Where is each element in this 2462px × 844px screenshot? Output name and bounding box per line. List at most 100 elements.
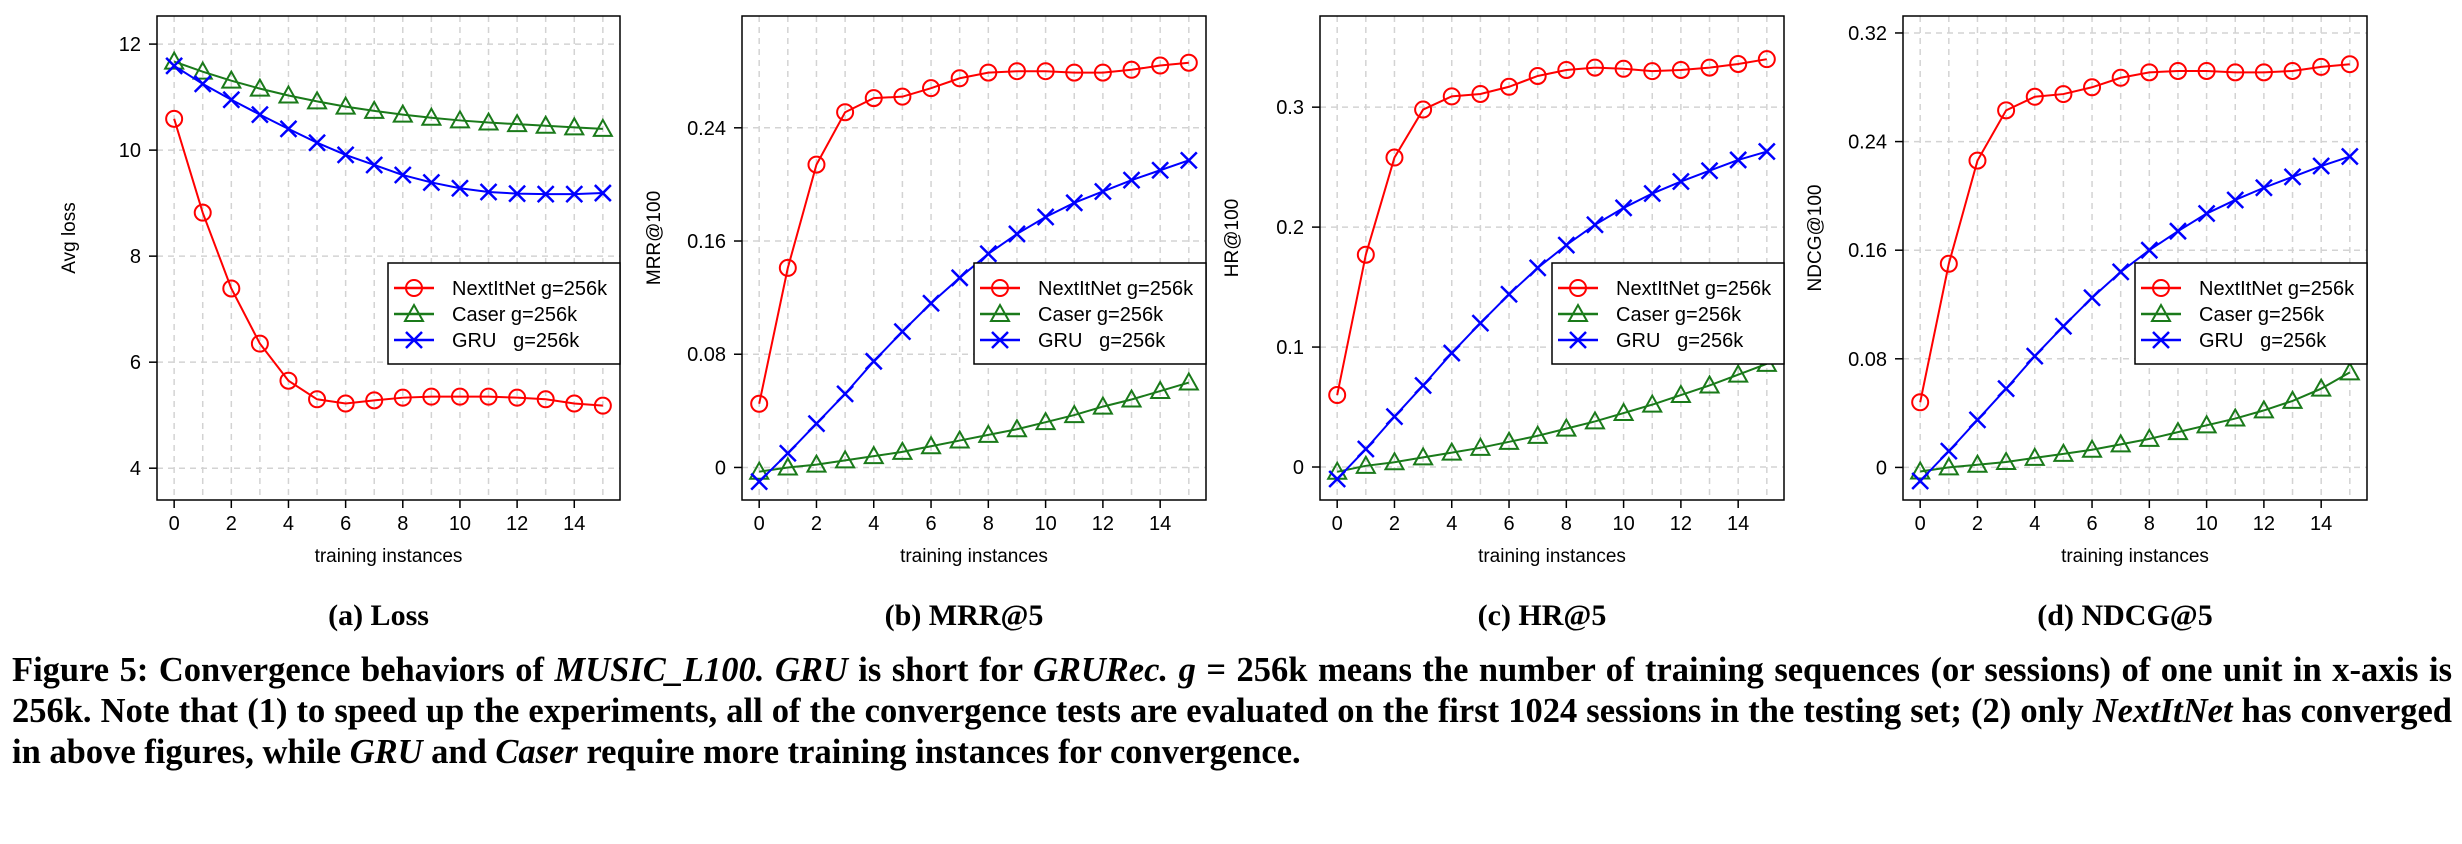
data-point-caser: [1120, 388, 1143, 408]
series-line-caser: [759, 381, 1190, 473]
x-tick-label: 14: [1727, 513, 1749, 535]
data-point-nextitnet: [1557, 60, 1576, 79]
data-point-nextitnet: [1179, 53, 1198, 72]
data-point-gru: [1356, 440, 1375, 458]
data-point-caser: [1727, 363, 1749, 383]
x-tick-label: 2: [1972, 513, 1983, 535]
data-point-gru: [1036, 208, 1055, 226]
chart-panel-d: 0 0.08 0.16 0.24 0.32 0 2 4 6 8 10 12 14 training ins…: [1805, 15, 2368, 632]
data-point-nextitnet: [2312, 57, 2331, 76]
x-tick-label: 0: [754, 513, 765, 535]
x-tick-label: 8: [1561, 513, 1572, 535]
data-point-gru: [1586, 215, 1604, 234]
data-point-gru: [2340, 147, 2359, 166]
data-point-nextitnet: [1328, 386, 1347, 405]
data-point-nextitnet: [450, 387, 469, 406]
data-point-gru: [2169, 222, 2187, 241]
data-point-caser: [1412, 446, 1434, 466]
legend-marker-gru: [2152, 331, 2170, 349]
data-point-nextitnet: [1122, 60, 1141, 79]
x-axis-title: training instances: [1478, 546, 1626, 567]
y-axis-title: HR@100: [1222, 199, 1243, 277]
data-point-nextitnet: [1065, 63, 1084, 82]
data-point-gru: [778, 444, 797, 463]
y-tick-label: 0.08: [1848, 349, 1887, 371]
data-point-gru: [251, 105, 269, 124]
data-point-nextitnet: [422, 387, 441, 406]
figure-charts: 4 6 8 10 12 0 2 4 6 8 10 12 14 training instances Avg …: [59, 15, 2368, 632]
data-point-caser: [1584, 410, 1606, 430]
data-point-caser: [1612, 401, 1635, 422]
y-tick-label: 0.3: [1276, 97, 1304, 119]
data-point-gru: [2312, 157, 2331, 175]
data-point-nextitnet: [979, 63, 998, 82]
x-tick-label: 4: [2029, 513, 2040, 535]
series-line-nextitnet: [1336, 58, 1767, 396]
data-point-nextitnet: [807, 155, 826, 174]
data-point-nextitnet: [1414, 100, 1433, 119]
data-point-caser: [1441, 441, 1463, 461]
y-tick-label: 0.24: [1848, 132, 1887, 154]
data-point-gru: [1939, 442, 1958, 461]
data-point-nextitnet: [893, 87, 912, 106]
x-tick-label: 10: [449, 513, 471, 535]
data-point-caser: [1063, 404, 1085, 424]
y-tick-label: 0.2: [1276, 217, 1304, 239]
data-point-gru: [1672, 172, 1690, 191]
data-point-gru: [2226, 191, 2245, 209]
data-point-nextitnet: [2140, 63, 2159, 82]
data-point-nextitnet: [1614, 59, 1633, 78]
data-point-caser: [334, 95, 357, 115]
legend: NextItNet g=256k Caser g=256k GRU g=256k: [2134, 262, 2368, 365]
series-gru: [750, 151, 1198, 491]
x-tick-label: 4: [283, 513, 294, 535]
data-point-caser: [891, 440, 914, 460]
data-point-nextitnet: [778, 258, 797, 277]
legend-label: Caser g=256k: [1038, 304, 1164, 326]
legend-label: Caser g=256k: [2199, 304, 2325, 326]
data-point-caser: [506, 113, 528, 133]
data-point-gru: [1968, 411, 1987, 429]
data-point-nextitnet: [2283, 61, 2302, 80]
data-point-gru: [565, 185, 584, 204]
data-point-gru: [2140, 241, 2159, 260]
data-point-gru: [308, 133, 326, 152]
plot-frame: [1902, 15, 2368, 501]
data-point-nextitnet: [2254, 63, 2273, 82]
data-point-caser: [420, 106, 443, 126]
data-point-caser: [277, 84, 300, 104]
x-tick-label: 14: [2310, 513, 2332, 535]
data-point-caser: [1383, 451, 1406, 471]
y-tick-label: 0.1: [1276, 337, 1304, 359]
data-point-gru: [893, 322, 912, 341]
data-point-nextitnet: [565, 394, 584, 413]
data-point-nextitnet: [1997, 101, 2016, 120]
data-point-gru: [1729, 151, 1748, 169]
data-point-gru: [1122, 171, 1141, 190]
x-tick-label: 14: [563, 513, 585, 535]
subcaption: (d) NDCG@5: [2037, 599, 2212, 632]
data-point-caser: [1995, 450, 2017, 470]
data-point-nextitnet: [2168, 61, 2187, 80]
data-point-gru: [1643, 184, 1662, 203]
data-point-caser: [1178, 371, 1200, 391]
data-point-gru: [1614, 199, 1633, 217]
data-point-gru: [922, 294, 940, 313]
data-point-caser: [1938, 456, 1960, 476]
series-line-gru: [1336, 150, 1768, 480]
data-point-nextitnet: [1471, 84, 1490, 103]
data-point-nextitnet: [2054, 85, 2073, 104]
data-point-gru: [836, 384, 854, 403]
data-point-gru: [1442, 344, 1461, 362]
data-point-caser: [449, 109, 471, 129]
legend-label: NextItNet g=256k: [452, 278, 608, 300]
data-point-caser: [1966, 453, 1989, 473]
data-point-gru: [393, 166, 412, 184]
data-point-caser: [1092, 395, 1114, 415]
legend-label: NextItNet g=256k: [1038, 278, 1194, 300]
data-point-caser: [363, 99, 385, 119]
y-axis-title: MRR@100: [644, 191, 665, 285]
data-point-caser: [2253, 399, 2275, 419]
data-point-nextitnet: [250, 334, 269, 353]
